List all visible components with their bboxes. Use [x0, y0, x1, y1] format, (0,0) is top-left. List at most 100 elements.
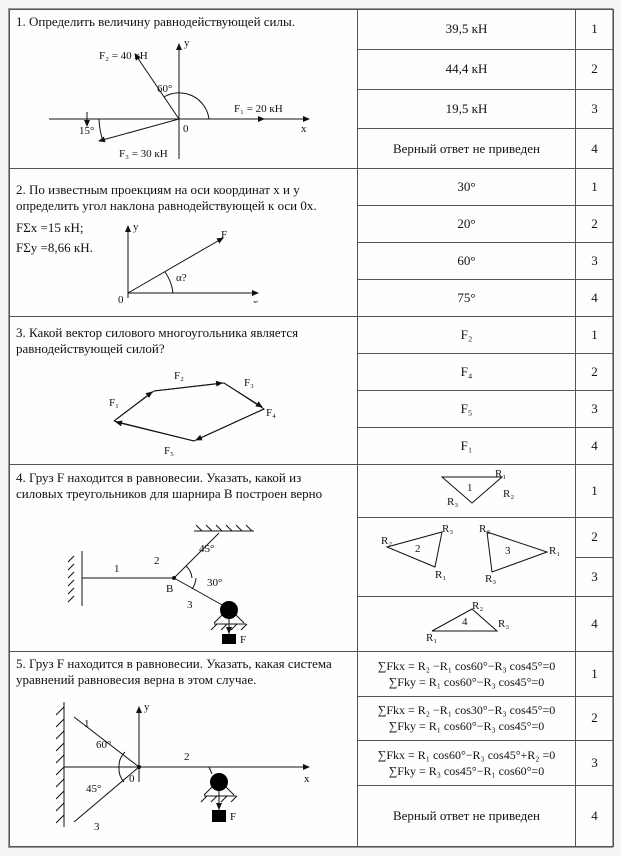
q5-x: x — [304, 773, 310, 785]
q1-cell: 1. Определить величину равнодействующей … — [10, 10, 358, 169]
q5-num1: 1 — [576, 652, 614, 697]
q5-a4: Верный ответ не приведен — [358, 785, 576, 846]
q4-t4R2: R₂ — [472, 601, 483, 612]
q1-num2: 2 — [576, 49, 614, 89]
q4-t2R1: R₁ — [435, 569, 446, 581]
q4-t4n: 4 — [462, 616, 468, 628]
q1-O: 0 — [183, 123, 189, 135]
q1-F3: F₃ = 30 кН — [119, 148, 168, 160]
q1-15: 15° — [79, 125, 94, 137]
q4-num2: 2 — [576, 518, 614, 558]
q3-ans2: F₄ — [358, 354, 576, 391]
q4-tri1: 1 R₁ R₂ R₃ — [407, 469, 527, 509]
q5-n2: 2 — [184, 751, 190, 763]
q2-fx: FΣx =15 кН; — [16, 220, 83, 235]
q4-tri23: 2 R₂ R₃ R₁ 3 R₂ R₁ R₃ — [367, 522, 567, 588]
q3-cell: 3. Какой вектор силового многоугольника … — [10, 317, 358, 465]
q4-F: F — [240, 634, 246, 646]
q3-F3: F₃ — [244, 377, 254, 389]
q3-num1: 1 — [576, 317, 614, 354]
q2-t1: 2. По известным проекциям на оси координ… — [16, 182, 300, 197]
q4-num4: 4 — [576, 597, 614, 652]
q2-ans2: 20° — [358, 206, 576, 243]
q5-45: 45° — [86, 783, 101, 795]
q5-a1l1: ∑Fkx = R₂ −R₁ cos60°−R₃ cos45°=0 — [378, 659, 555, 673]
q5-diagram: y x 0 1 60° 2 45° 3 — [34, 692, 334, 842]
q2-t2: определить угол наклона равнодействующей… — [16, 198, 317, 213]
q1-60: 60° — [157, 83, 172, 95]
q4-t1n: 1 — [467, 482, 473, 494]
q1-num3: 3 — [576, 89, 614, 129]
q3-ans4: F₁ — [358, 428, 576, 465]
q1-ans4: Верный ответ не приведен — [358, 129, 576, 169]
q4-t4R1: R₁ — [426, 632, 437, 643]
questions-table: 1. Определить величину равнодействующей … — [9, 9, 614, 847]
q4-t3R2: R₂ — [479, 523, 490, 535]
q4-t1R2: R₂ — [503, 488, 514, 500]
q4-n3: 3 — [187, 599, 193, 611]
q4-t3R3: R₃ — [485, 573, 496, 585]
q5-t2: уравнений равновесия верна в этом случае… — [16, 672, 256, 687]
q1-diagram: y x 0 F₁ = 20 кН F₂ = 40 кН 60° F₃ = 30 … — [39, 34, 329, 164]
q1-x: x — [301, 123, 307, 135]
q4-t2R3: R₃ — [442, 523, 453, 535]
q3-num2: 2 — [576, 354, 614, 391]
q4-n2: 2 — [154, 555, 160, 567]
q4-tri1-cell: 1 R₁ R₂ R₃ — [358, 465, 576, 518]
q3-num4: 4 — [576, 428, 614, 465]
q5-n1: 1 — [84, 718, 90, 730]
q4-tri4: 4 R₂ R₃ R₁ — [402, 601, 532, 643]
q5-y: y — [144, 701, 150, 713]
q1-y: y — [184, 37, 190, 49]
q4-t3n: 3 — [505, 545, 511, 557]
q2-y: y — [133, 221, 139, 233]
q4-t4R3: R₃ — [498, 618, 509, 630]
q3-F1: F₁ — [109, 397, 119, 409]
q4-30: 30° — [207, 577, 222, 589]
q2-cell: 2. По известным проекциям на оси координ… — [10, 169, 358, 317]
q5-n3: 3 — [94, 821, 100, 833]
q1-num4: 4 — [576, 129, 614, 169]
q4-45: 45° — [199, 543, 214, 555]
q3-F4: F₄ — [266, 407, 276, 419]
q2-num3: 3 — [576, 243, 614, 280]
q3-ans1: F₂ — [358, 317, 576, 354]
q4-n1: 1 — [114, 563, 120, 575]
q4-num3: 3 — [576, 557, 614, 597]
q5-a2l2: ∑Fky = R₁ cos60°−R₃ cos45°=0 — [389, 719, 545, 733]
q5-num3: 3 — [576, 741, 614, 786]
q5-a1l2: ∑Fky = R₁ cos60°−R₃ cos45°=0 — [389, 675, 545, 689]
q2-fy: FΣy =8,66 кН. — [16, 240, 93, 255]
q2-x: x — [253, 297, 259, 303]
q5-a3l1: ∑Fkx = R₁ cos60°−R₃ cos45°+R₂ =0 — [378, 748, 555, 762]
q5-a1: ∑Fkx = R₂ −R₁ cos60°−R₃ cos45°=0 ∑Fky = … — [358, 652, 576, 697]
q1-text: 1. Определить величину равнодействующей … — [16, 14, 295, 29]
q4-t3R1: R₁ — [549, 545, 560, 557]
q4-t2R2: R₂ — [381, 535, 392, 547]
q2-F: F — [221, 229, 227, 241]
q4-diagram: 1 2 45° 3 30° B F — [54, 506, 314, 646]
q2-O: 0 — [118, 294, 124, 303]
q4-t2n: 2 — [415, 543, 421, 555]
q3-num3: 3 — [576, 391, 614, 428]
q5-cell: 5. Груз F находится в равновесии. Указат… — [10, 652, 358, 847]
q4-tri23-cell: 2 R₂ R₃ R₁ 3 R₂ R₁ R₃ — [358, 518, 576, 597]
q5-num2: 2 — [576, 696, 614, 741]
q4-t1R3: R₃ — [447, 496, 458, 508]
q5-F: F — [230, 811, 236, 823]
q1-ans2: 44,4 кН — [358, 49, 576, 89]
q1-ans1: 39,5 кН — [358, 10, 576, 50]
q3-F2: F₂ — [174, 370, 184, 382]
q2-ans1: 30° — [358, 169, 576, 206]
q5-60: 60° — [96, 739, 111, 751]
q5-t1: 5. Груз F находится в равновесии. Указат… — [16, 656, 332, 671]
q2-alpha: α? — [176, 272, 187, 284]
q2-diagram: y x 0 F α? — [103, 218, 273, 303]
q5-a3: ∑Fkx = R₁ cos60°−R₃ cos45°+R₂ =0 ∑Fky = … — [358, 741, 576, 786]
q3-t1: 3. Какой вектор силового многоугольника … — [16, 325, 298, 340]
q2-ans4: 75° — [358, 280, 576, 317]
q4-t1R1: R₁ — [495, 469, 506, 480]
q4-tri4-cell: 4 R₂ R₃ R₁ — [358, 597, 576, 652]
q5-a2l1: ∑Fkx = R₂ −R₁ cos30°−R₃ cos45°=0 — [378, 703, 555, 717]
q4-t2: силовых треугольников для шарнира B пост… — [16, 486, 322, 501]
